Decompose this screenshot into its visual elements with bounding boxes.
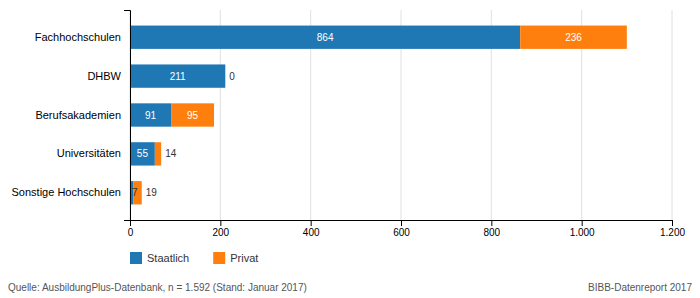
tick-label: 400 — [303, 227, 320, 238]
x-tick: 0 — [128, 220, 134, 238]
tick-label: 600 — [393, 227, 410, 238]
y-tick: Universitäten — [57, 147, 121, 159]
legend-label: Privat — [230, 252, 258, 264]
tick-mark — [672, 220, 673, 226]
tick-mark — [582, 220, 583, 226]
tick-label: 200 — [212, 227, 229, 238]
tick-label: 0 — [128, 227, 134, 238]
tick-mark — [311, 220, 312, 226]
bar — [225, 64, 226, 87]
data-label: 91 — [145, 110, 157, 121]
legend-item: Privat — [213, 252, 258, 264]
chart: 7 55 91 211 864 19 14 95 0 236 0 200 400 600 800 1.000 1… — [0, 0, 700, 298]
grid-line — [672, 10, 673, 220]
tick-label: Berufsakademien — [35, 109, 121, 121]
bar — [130, 64, 225, 87]
tick-mark — [491, 220, 492, 226]
data-label: 14 — [165, 148, 177, 159]
data-label: 864 — [317, 32, 334, 43]
bar — [520, 26, 627, 49]
axis-domain — [124, 11, 131, 221]
bar — [155, 142, 161, 165]
bar — [130, 103, 171, 126]
tick-label: DHBW — [87, 70, 121, 82]
x-axis: 0 200 400 600 800 1.000 1.200 — [128, 220, 686, 238]
bars — [130, 26, 627, 205]
y-tick: Fachhochschulen — [35, 31, 121, 43]
tick-mark — [220, 220, 221, 226]
x-tick: 600 — [393, 220, 410, 238]
bar — [171, 103, 214, 126]
tick-label: Universitäten — [57, 147, 121, 159]
data-labels: 7 55 91 211 864 19 14 95 0 236 — [132, 32, 582, 199]
x-tick: 1.200 — [660, 220, 685, 238]
data-label: 211 — [170, 71, 186, 82]
y-tick: Sonstige Hochschulen — [12, 186, 121, 198]
data-label: 55 — [137, 148, 149, 159]
tick-label: Sonstige Hochschulen — [12, 186, 121, 198]
bar — [130, 142, 155, 165]
tick-mark — [401, 220, 402, 226]
y-tick: DHBW — [87, 70, 121, 82]
tick-label: 800 — [483, 227, 500, 238]
x-tick: 1.000 — [570, 220, 595, 238]
data-label: 0 — [229, 71, 235, 82]
legend-swatch — [213, 252, 225, 264]
data-label: 7 — [132, 187, 138, 198]
footnote: Quelle: AusbildungPlus-Datenbank, n = 1.… — [8, 282, 307, 293]
data-label: 19 — [146, 187, 158, 198]
footnote: BIBB-Datenreport 2017 — [588, 282, 692, 293]
bar — [130, 26, 520, 49]
legend-swatch — [130, 252, 142, 264]
tick-label: Fachhochschulen — [35, 31, 121, 43]
y-axis: Sonstige Hochschulen Universitäten Berufsa… — [12, 11, 131, 221]
axis-domain — [131, 221, 673, 227]
data-label: 95 — [187, 110, 199, 121]
legend-item: Staatlich — [130, 252, 189, 264]
data-label: 236 — [565, 32, 582, 43]
x-tick: 400 — [303, 220, 320, 238]
legend: Staatlich Privat — [130, 252, 258, 264]
y-tick: Berufsakademien — [35, 109, 121, 121]
tick-label: 1.200 — [660, 227, 685, 238]
legend-label: Staatlich — [147, 252, 189, 264]
x-tick: 200 — [212, 220, 229, 238]
tick-label: 1.000 — [570, 227, 595, 238]
x-tick: 800 — [483, 220, 500, 238]
grid — [130, 10, 672, 220]
